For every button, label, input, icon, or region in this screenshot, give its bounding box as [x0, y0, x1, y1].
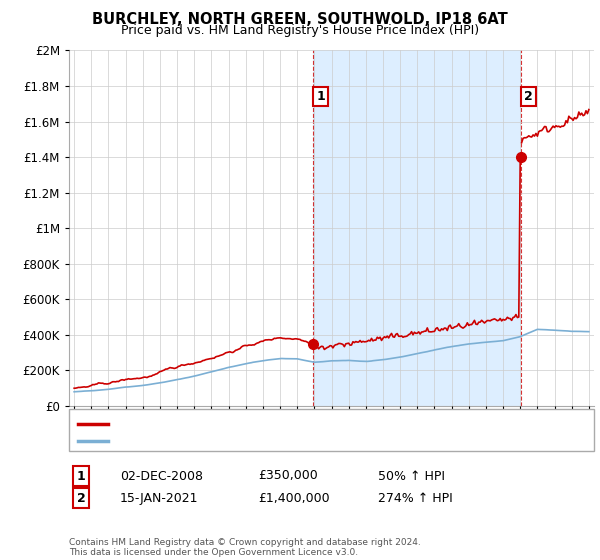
Text: 15-JAN-2021: 15-JAN-2021	[120, 492, 199, 505]
Text: Contains HM Land Registry data © Crown copyright and database right 2024.
This d: Contains HM Land Registry data © Crown c…	[69, 538, 421, 557]
Text: 2: 2	[524, 90, 533, 103]
Text: £350,000: £350,000	[258, 469, 318, 483]
Text: 1: 1	[77, 469, 85, 483]
Text: 2: 2	[77, 492, 85, 505]
Text: HPI: Average price, detached house, East Suffolk: HPI: Average price, detached house, East…	[114, 436, 386, 446]
Text: BURCHLEY, NORTH GREEN, SOUTHWOLD, IP18 6AT: BURCHLEY, NORTH GREEN, SOUTHWOLD, IP18 6…	[92, 12, 508, 27]
Text: 1: 1	[316, 90, 325, 103]
Bar	[313, 50, 521, 406]
Text: BURCHLEY, NORTH GREEN, SOUTHWOLD, IP18 6AT (detached house): BURCHLEY, NORTH GREEN, SOUTHWOLD, IP18 6…	[114, 419, 499, 429]
Text: Price paid vs. HM Land Registry's House Price Index (HPI): Price paid vs. HM Land Registry's House …	[121, 24, 479, 36]
Text: 274% ↑ HPI: 274% ↑ HPI	[378, 492, 453, 505]
Text: 02-DEC-2008: 02-DEC-2008	[120, 469, 203, 483]
Text: 50% ↑ HPI: 50% ↑ HPI	[378, 469, 445, 483]
Text: £1,400,000: £1,400,000	[258, 492, 329, 505]
